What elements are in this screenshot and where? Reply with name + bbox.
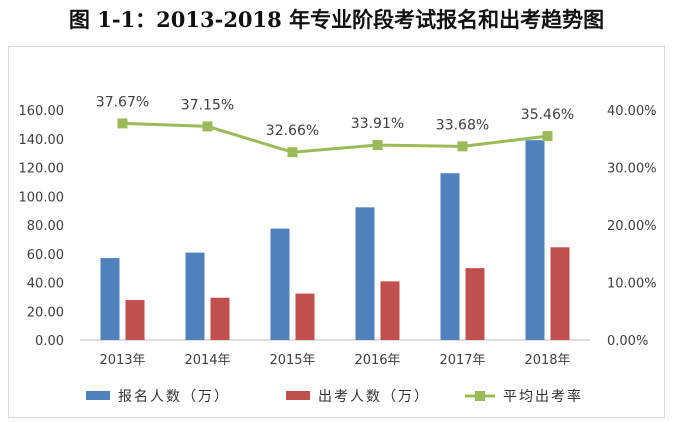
rate-data-label: 33.68% bbox=[436, 117, 489, 133]
rate-marker bbox=[372, 140, 383, 151]
applicants-bar bbox=[440, 173, 460, 340]
rate-data-label: 32.66% bbox=[266, 123, 319, 139]
x-tick-label: 2017年 bbox=[439, 353, 485, 368]
right-tick-label: 10.00% bbox=[607, 277, 657, 292]
rate-marker bbox=[542, 131, 553, 142]
applicants-bar bbox=[525, 140, 545, 340]
rate-marker bbox=[117, 118, 128, 129]
x-tick-label: 2013年 bbox=[99, 353, 145, 368]
left-tick-label: 20.00 bbox=[27, 305, 64, 320]
legend-label: 报名人数（万） bbox=[118, 389, 230, 405]
examinees-bar bbox=[125, 300, 145, 340]
legend-swatch bbox=[286, 391, 310, 400]
examinees-bar bbox=[380, 281, 400, 340]
applicants-bar bbox=[100, 258, 120, 340]
left-tick-label: 40.00 bbox=[27, 277, 64, 292]
legend-swatch bbox=[86, 391, 110, 400]
chart-title: 图 1-1：2013-2018 年专业阶段考试报名和出考趋势图 bbox=[68, 7, 605, 32]
rate-marker bbox=[457, 141, 468, 152]
rate-data-label: 37.15% bbox=[181, 97, 234, 113]
x-tick-label: 2016年 bbox=[354, 353, 400, 368]
left-axis: 0.00 20.00 40.00 60.00 80.00 100.00 120.00 140.… bbox=[19, 104, 65, 349]
left-tick-label: 160.00 bbox=[19, 104, 65, 119]
left-tick-label: 100.00 bbox=[19, 190, 65, 205]
x-axis: 2013年 2014年 2015年 2016年 2017年 2018年 bbox=[99, 353, 570, 368]
examinees-bar bbox=[210, 297, 230, 340]
applicants-bar bbox=[270, 228, 290, 340]
right-tick-label: 20.00% bbox=[607, 219, 657, 234]
chart-frame bbox=[8, 46, 665, 418]
legend-label: 出考人数（万） bbox=[318, 389, 430, 405]
rate-line bbox=[122, 121, 548, 154]
rate-marker bbox=[202, 121, 213, 132]
rate-data-label: 37.67% bbox=[96, 94, 149, 110]
left-tick-label: 80.00 bbox=[27, 219, 64, 234]
rate-marker bbox=[287, 147, 298, 158]
examinees-bar bbox=[550, 247, 570, 340]
right-tick-label: 30.00% bbox=[607, 162, 657, 177]
left-tick-label: 60.00 bbox=[27, 248, 64, 263]
left-tick-label: 140.00 bbox=[19, 133, 65, 148]
applicants-bar bbox=[355, 207, 375, 340]
left-tick-label: 120.00 bbox=[19, 162, 65, 177]
examinees-bar bbox=[295, 293, 315, 340]
x-tick-label: 2015年 bbox=[269, 353, 315, 368]
legend: 报名人数（万） 出考人数（万） 平均出考率 bbox=[86, 388, 583, 405]
examinees-bar bbox=[465, 268, 485, 340]
right-tick-label: 40.00% bbox=[607, 104, 657, 119]
right-tick-label: 0.00% bbox=[607, 334, 648, 349]
legend-label: 平均出考率 bbox=[503, 388, 583, 405]
rate-data-label: 33.91% bbox=[351, 116, 404, 132]
bars-group bbox=[100, 140, 570, 340]
x-tick-label: 2014年 bbox=[184, 353, 230, 368]
rate-line-group: 37.67% 37.15% 32.66% 33.91% 33.68% 35.46% bbox=[96, 94, 574, 158]
legend-marker bbox=[475, 391, 485, 401]
applicants-bar bbox=[185, 252, 205, 340]
right-axis: 0.00% 10.00% 20.00% 30.00% 40.00% bbox=[607, 104, 657, 349]
x-tick-label: 2018年 bbox=[524, 353, 570, 368]
rate-data-label: 35.46% bbox=[521, 107, 574, 123]
left-tick-label: 0.00 bbox=[35, 334, 64, 349]
